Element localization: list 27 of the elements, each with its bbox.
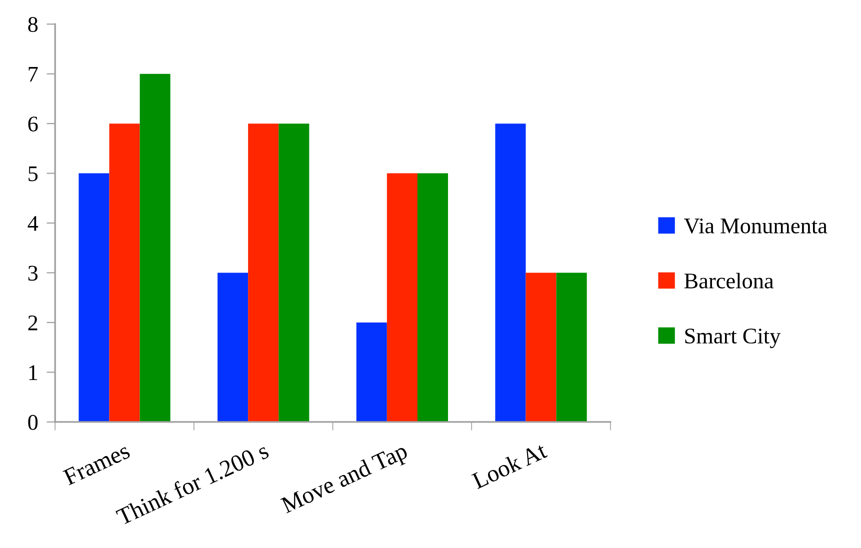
bar <box>78 173 110 422</box>
y-tick-label: 4 <box>28 216 38 231</box>
bar <box>495 124 526 422</box>
x-tick-label: Frames <box>62 442 131 486</box>
y-tick-label: 5 <box>28 166 38 182</box>
y-tick-label: 0 <box>28 414 38 430</box>
bar <box>248 124 279 422</box>
legend-label: Via Monumenta <box>684 218 828 234</box>
bar <box>417 173 448 422</box>
bar <box>140 74 170 422</box>
bar <box>278 124 310 422</box>
y-tick-label: 6 <box>28 116 38 132</box>
bar <box>218 272 248 422</box>
bar <box>109 124 140 422</box>
legend-label: Barcelona <box>684 272 774 288</box>
y-tick-label: 3 <box>28 266 38 281</box>
bar <box>526 272 556 422</box>
y-tick-label: 8 <box>28 17 38 32</box>
bar <box>556 272 587 422</box>
bar <box>356 322 387 422</box>
y-tick-label: 1 <box>29 365 38 380</box>
x-tick-label: Move and Tap <box>280 442 410 518</box>
y-tick-label: 2 <box>28 315 38 330</box>
legend-label: Smart City <box>685 328 781 348</box>
y-tick-label: 7 <box>28 67 38 82</box>
bar <box>386 173 418 422</box>
x-tick-label: Look At <box>470 441 548 490</box>
